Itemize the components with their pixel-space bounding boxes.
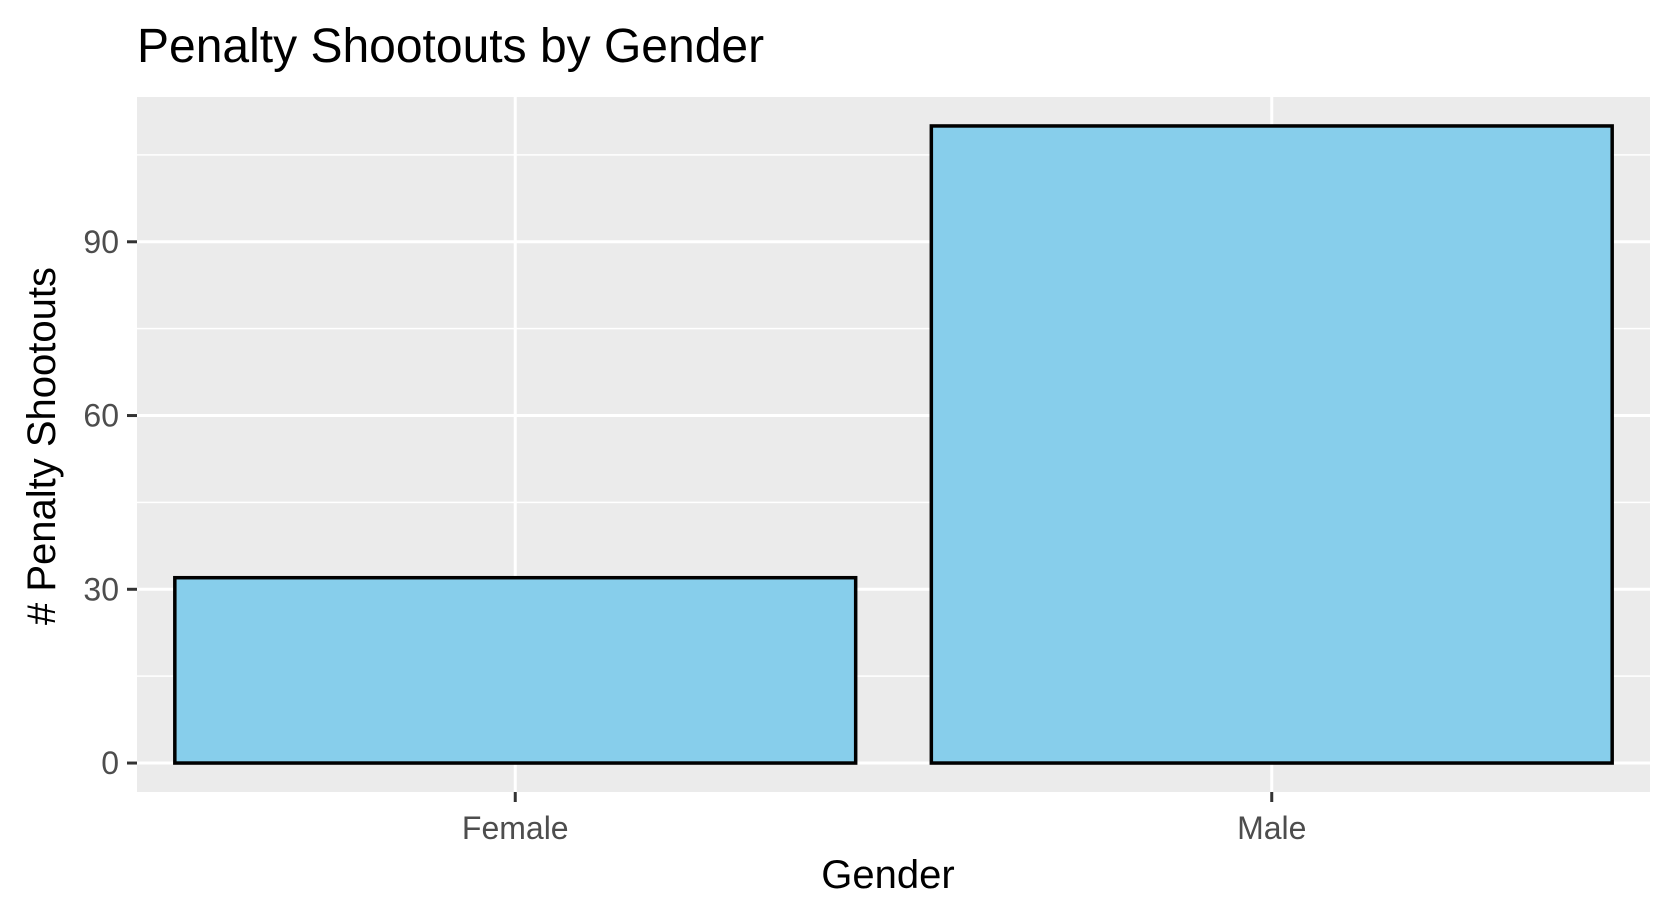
x-tick-label-female: Female <box>462 810 569 846</box>
x-axis: Female Male <box>462 792 1306 846</box>
y-axis: 0 30 60 90 <box>83 224 137 781</box>
bars <box>173 124 1614 765</box>
chart-title: Penalty Shootouts by Gender <box>137 20 764 73</box>
y-tick-label: 60 <box>83 398 119 434</box>
x-tick-label-male: Male <box>1237 810 1306 846</box>
y-axis-title: # Penalty Shootouts <box>20 267 64 625</box>
y-tick-label: 90 <box>83 224 119 260</box>
bar-female <box>173 575 858 765</box>
y-tick-label: 0 <box>101 745 119 781</box>
x-axis-title: Gender <box>821 853 954 897</box>
bar-male <box>929 124 1614 765</box>
y-tick-label: 30 <box>83 571 119 607</box>
